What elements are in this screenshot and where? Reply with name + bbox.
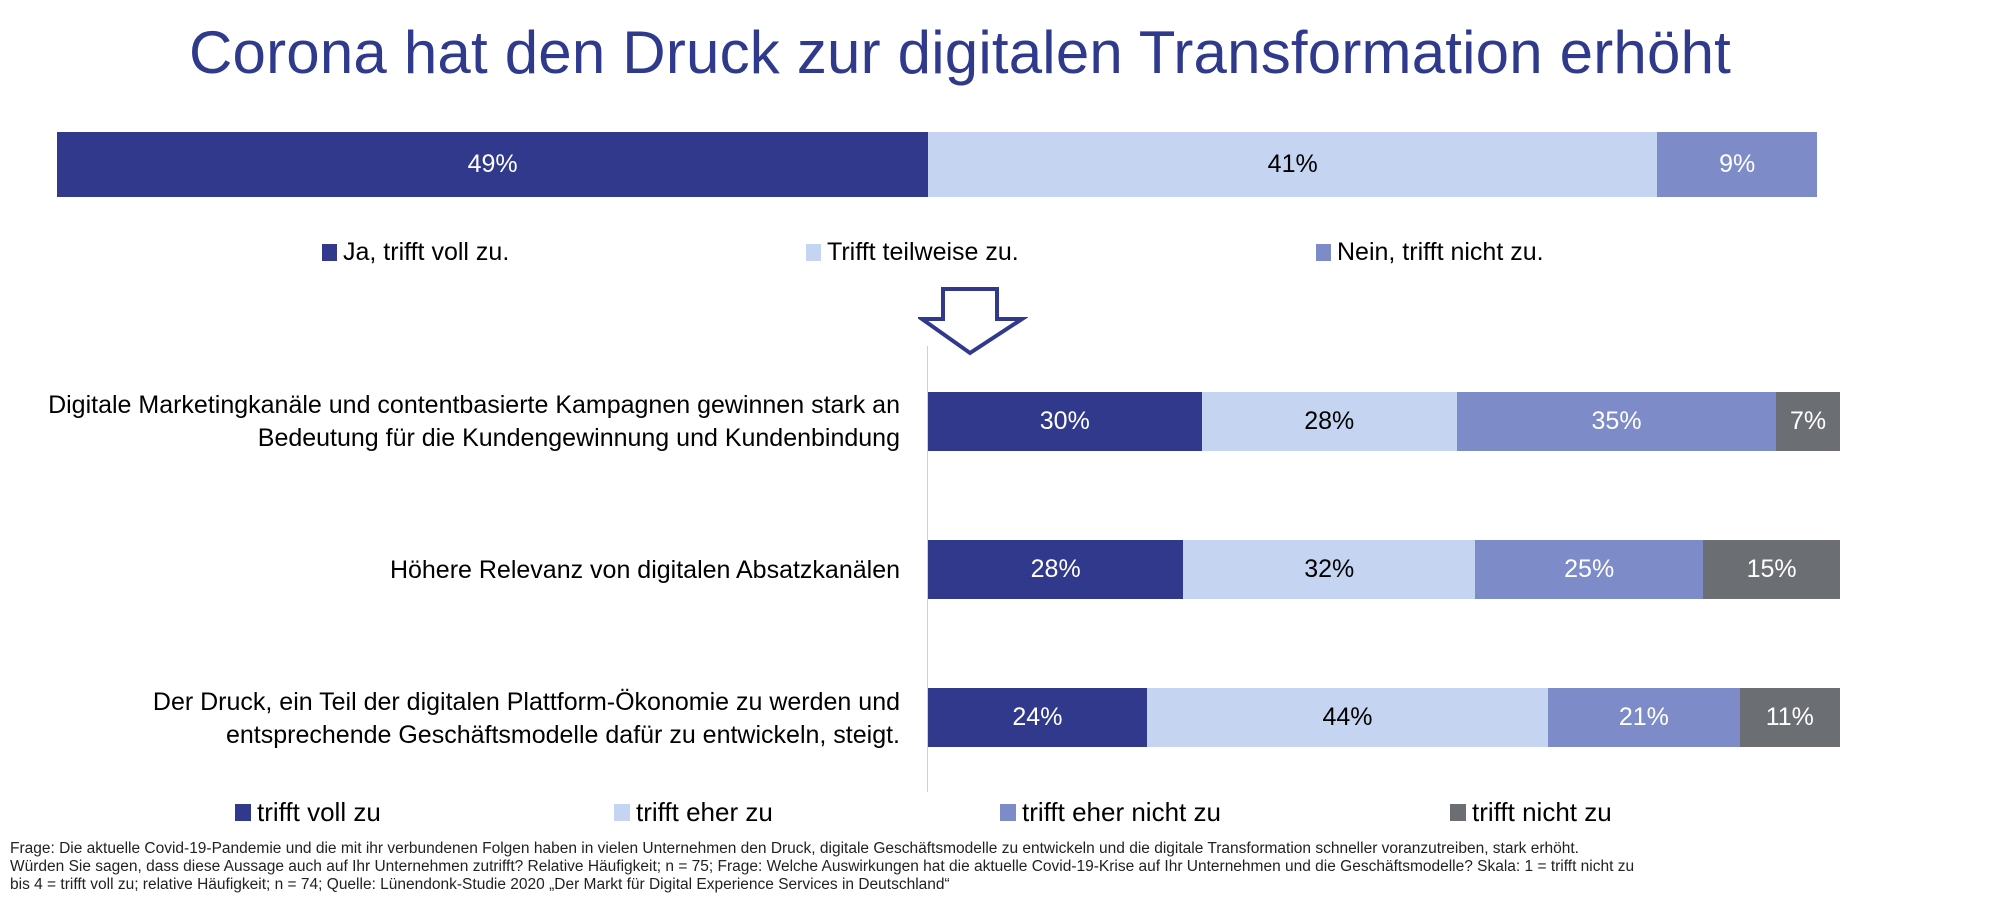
category-label-line: Bedeutung für die Kundengewinnung und Ku…	[48, 422, 900, 455]
top-bar-segment-2: 9%	[1657, 132, 1817, 197]
row-1-segment-2: 25%	[1475, 540, 1703, 599]
legend-swatch	[1000, 804, 1016, 821]
row-1-segment-3: 15%	[1703, 540, 1840, 599]
top-bar-segment-1: 41%	[928, 132, 1657, 197]
stacked-bar-row-2: 24% 44% 21% 11%	[928, 688, 1840, 747]
top-legend-item-nein: Nein, trifft nicht zu.	[1316, 238, 1544, 267]
data-label: 28%	[1304, 407, 1354, 436]
top-stacked-bar: 49% 41% 9%	[57, 132, 1835, 197]
data-label: 28%	[1031, 555, 1081, 584]
legend-label: Trifft teilweise zu.	[827, 238, 1019, 267]
row-2-segment-3: 11%	[1740, 688, 1840, 747]
footnote-line: bis 4 = trifft voll zu; relative Häufigk…	[10, 876, 1810, 894]
category-label-0: Digitale Marketingkanäle und contentbasi…	[48, 389, 900, 455]
row-0-segment-0: 30%	[928, 392, 1202, 451]
category-label-line: entsprechende Geschäftsmodelle dafür zu …	[153, 719, 900, 752]
legend-item-trifft-nicht-zu: trifft nicht zu	[1450, 797, 1612, 828]
data-label: 21%	[1619, 703, 1669, 732]
data-label: 41%	[1268, 150, 1318, 179]
legend-swatch	[1450, 804, 1466, 821]
top-legend-item-ja: Ja, trifft voll zu.	[322, 238, 509, 267]
legend-item-trifft-eher-nicht-zu: trifft eher nicht zu	[1000, 797, 1221, 828]
legend-label: trifft eher nicht zu	[1022, 797, 1221, 828]
data-label: 15%	[1747, 555, 1797, 584]
top-legend-item-teilweise: Trifft teilweise zu.	[806, 238, 1019, 267]
top-bar-segment-0: 49%	[57, 132, 928, 197]
footnote: Frage: Die aktuelle Covid-19-Pandemie un…	[10, 840, 1810, 894]
category-label-line: Höhere Relevanz von digitalen Absatzkanä…	[390, 554, 900, 587]
data-label: 11%	[1766, 703, 1814, 732]
row-1-segment-0: 28%	[928, 540, 1183, 599]
footnote-line: Frage: Die aktuelle Covid-19-Pandemie un…	[10, 840, 1810, 858]
legend-label: trifft eher zu	[636, 797, 773, 828]
category-label-line: Der Druck, ein Teil der digitalen Plattf…	[153, 686, 900, 719]
row-0-segment-3: 7%	[1776, 392, 1840, 451]
legend-swatch	[1316, 244, 1331, 261]
data-label: 24%	[1012, 703, 1062, 732]
data-label: 49%	[468, 150, 518, 179]
data-label: 7%	[1790, 407, 1826, 436]
legend-item-trifft-voll-zu: trifft voll zu	[235, 797, 381, 828]
row-1-segment-1: 32%	[1183, 540, 1475, 599]
row-0-segment-1: 28%	[1202, 392, 1457, 451]
legend-item-trifft-eher-zu: trifft eher zu	[614, 797, 773, 828]
data-label: 9%	[1719, 150, 1755, 179]
footnote-line: Würden Sie sagen, dass diese Aussage auc…	[10, 858, 1810, 876]
data-label: 35%	[1592, 407, 1642, 436]
down-arrow-icon	[918, 286, 1028, 356]
row-2-segment-0: 24%	[928, 688, 1147, 747]
category-label-1: Höhere Relevanz von digitalen Absatzkanä…	[390, 554, 900, 587]
stacked-bar-row-1: 28% 32% 25% 15%	[928, 540, 1840, 599]
row-0-segment-2: 35%	[1457, 392, 1776, 451]
data-label: 30%	[1040, 407, 1090, 436]
category-label-2: Der Druck, ein Teil der digitalen Plattf…	[153, 686, 900, 752]
legend-label: trifft nicht zu	[1472, 797, 1612, 828]
legend-label: Nein, trifft nicht zu.	[1337, 238, 1544, 267]
data-label: 32%	[1304, 555, 1354, 584]
legend-swatch	[235, 804, 251, 821]
chart-title: Corona hat den Druck zur digitalen Trans…	[0, 18, 1920, 87]
row-2-segment-2: 21%	[1548, 688, 1740, 747]
row-2-segment-1: 44%	[1147, 688, 1548, 747]
legend-swatch	[322, 244, 337, 261]
category-label-line: Digitale Marketingkanäle und contentbasi…	[48, 389, 900, 422]
legend-swatch	[614, 804, 630, 821]
stacked-bar-row-0: 30% 28% 35% 7%	[928, 392, 1840, 451]
legend-label: trifft voll zu	[257, 797, 381, 828]
legend-label: Ja, trifft voll zu.	[343, 238, 509, 267]
legend-swatch	[806, 244, 821, 261]
data-label: 44%	[1322, 703, 1372, 732]
data-label: 25%	[1564, 555, 1614, 584]
